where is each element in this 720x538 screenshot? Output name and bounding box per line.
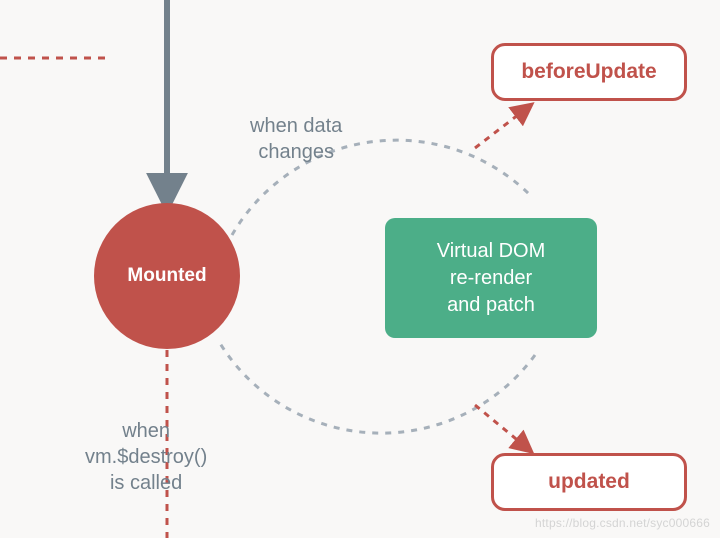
annot-destroy-line2: vm.$destroy()	[85, 444, 207, 470]
annotation-destroy: when vm.$destroy() is called	[85, 418, 207, 496]
mounted-node: Mounted	[94, 203, 240, 349]
cycle-arc-bottom	[218, 340, 535, 433]
annot-changes-line2: changes	[250, 139, 342, 165]
arrow-to-updated	[475, 405, 527, 448]
mounted-label: Mounted	[127, 265, 206, 287]
virtual-dom-line1: Virtual DOM	[437, 238, 546, 265]
before-update-label: beforeUpdate	[521, 60, 656, 84]
updated-label: updated	[548, 470, 630, 494]
before-update-node: beforeUpdate	[491, 43, 687, 101]
annot-destroy-line1: when	[85, 418, 207, 444]
virtual-dom-node: Virtual DOM re-render and patch	[385, 218, 597, 338]
virtual-dom-line2: re-render	[437, 265, 546, 292]
arrow-to-before-update	[475, 108, 527, 148]
watermark: https://blog.csdn.net/syc000666	[535, 516, 710, 530]
annot-destroy-line3: is called	[85, 470, 207, 496]
virtual-dom-line3: and patch	[437, 292, 546, 319]
annotation-data-changes: when data changes	[250, 113, 342, 165]
annot-changes-line1: when data	[250, 113, 342, 139]
updated-node: updated	[491, 453, 687, 511]
